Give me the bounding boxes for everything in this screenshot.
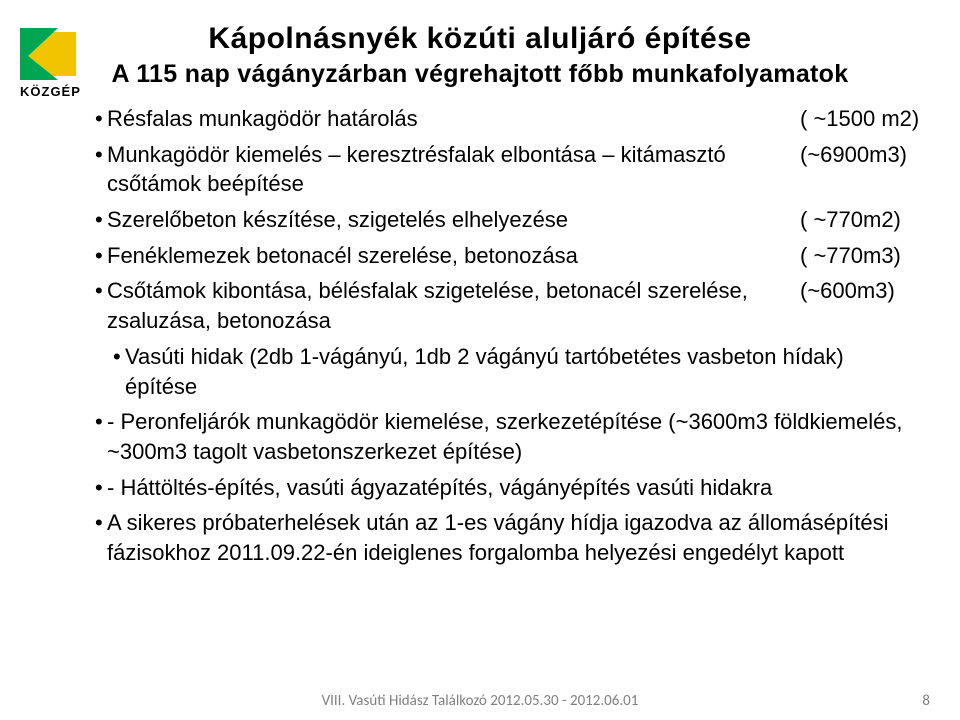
page-subtitle: A 115 nap vágányzárban végrehajtott főbb… [0,60,960,89]
page-number: 8 [922,692,930,710]
list-item: • A sikeres próbaterhelések után az 1-es… [95,508,920,567]
bullet-icon: • [95,241,107,271]
item-text: Vasúti hidak (2db 1-vágányú, 1db 2 vágán… [125,342,920,401]
item-value: (~600m3) [790,276,920,306]
list-item: • Fenéklemezek betonacél szerelése, beto… [95,241,920,271]
list-item: • Résfalas munkagödör határolás ( ~1500 … [95,104,920,134]
list-item: • Munkagödör kiemelés – keresztrésfalak … [95,140,920,199]
item-text: - Peronfeljárók munkagödör kiemelése, sz… [107,407,920,466]
list-item: • Vasúti hidak (2db 1-vágányú, 1db 2 vág… [113,342,920,401]
bullet-icon: • [95,473,107,503]
item-value: ( ~1500 m2) [790,104,920,134]
list-item: • Szerelőbeton készítése, szigetelés elh… [95,205,920,235]
bullet-icon: • [95,508,107,538]
item-text: A sikeres próbaterhelések után az 1-es v… [107,508,920,567]
bullet-icon: • [95,276,107,306]
item-text: Munkagödör kiemelés – keresztrésfalak el… [107,140,790,199]
item-value: ( ~770m2) [790,205,920,235]
item-value: (~6900m3) [790,140,920,170]
item-text: Fenéklemezek betonacél szerelése, betono… [107,241,790,271]
item-text: - Háttöltés-építés, vasúti ágyazatépítés… [107,473,920,503]
bullet-icon: • [113,342,125,372]
item-text: Résfalas munkagödör határolás [107,104,790,134]
bullet-content: • Résfalas munkagödör határolás ( ~1500 … [95,104,920,572]
list-item: • - Háttöltés-építés, vasúti ágyazatépít… [95,473,920,503]
page-title: Kápolnásnyék közúti aluljáró építése [0,22,960,56]
bullet-icon: • [95,407,107,437]
item-text: Csőtámok kibontása, bélésfalak szigetelé… [107,276,790,335]
bullet-icon: • [95,104,107,134]
item-text: Szerelőbeton készítése, szigetelés elhel… [107,205,790,235]
list-item: • - Peronfeljárók munkagödör kiemelése, … [95,407,920,466]
bullet-icon: • [95,205,107,235]
bullet-icon: • [95,140,107,170]
footer-text: VIII. Vasúti Hidász Találkozó 2012.05.30… [0,692,960,710]
item-value: ( ~770m3) [790,241,920,271]
list-item: • Csőtámok kibontása, bélésfalak szigete… [95,276,920,335]
